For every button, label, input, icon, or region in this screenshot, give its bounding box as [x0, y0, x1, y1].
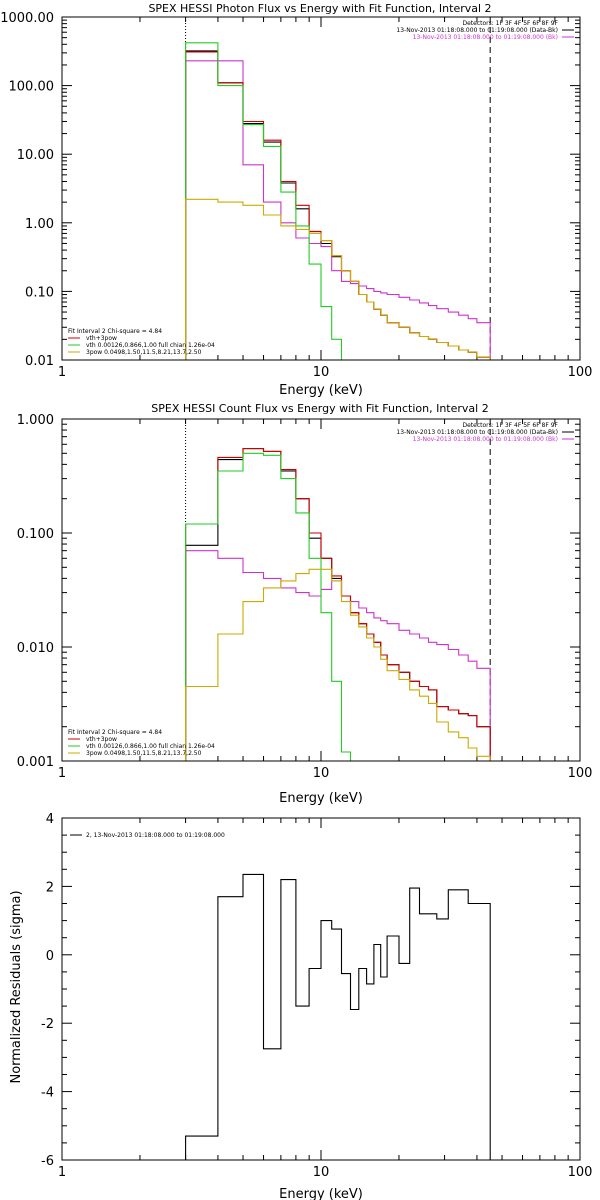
legend-bl-text: vth+3pow	[86, 335, 117, 342]
y-tick-label: -2	[41, 1017, 54, 1032]
y-tick-label: 0.10	[25, 285, 54, 300]
series-1-line	[185, 550, 491, 761]
x-tick-label: 100	[568, 1165, 593, 1180]
series-3-line	[185, 452, 352, 761]
legend-bl-text: vth+3pow	[86, 736, 117, 743]
series-1-line	[185, 60, 491, 360]
series-0-line	[185, 873, 491, 1160]
legend-bl-text: 3pow 0.0498,1.50,11.5,8.21,13.7,2.50	[86, 750, 202, 757]
residuals-xlabel: Energy (keV)	[279, 1187, 363, 1200]
series-4-line	[185, 568, 491, 761]
y-tick-label: 1.000	[17, 413, 54, 428]
series-2-line	[185, 51, 491, 360]
y-tick-label: 0.100	[17, 527, 54, 542]
legend-tr-text: 13-Nov-2013 01:18:08.000 to 01:19:08.000…	[396, 27, 558, 34]
legend-bl-text: vth 0.00126,0.866,1.00 full chian 1.26e-…	[86, 743, 215, 750]
y-tick-label: -4	[41, 1086, 54, 1101]
legend-bl-text: Fit Interval 2 Chi-square = 4.84	[68, 328, 162, 335]
count-flux-xlabel: Energy (keV)	[279, 791, 363, 806]
y-tick-label: 10.00	[17, 148, 54, 163]
y-tick-label: 4	[46, 812, 54, 827]
y-tick-label: 2	[46, 880, 54, 895]
y-tick-label: -6	[41, 1154, 54, 1169]
series-4-line	[185, 198, 491, 360]
y-tick-label: 0.001	[17, 755, 54, 770]
series-group	[185, 873, 491, 1160]
count-flux-title: SPEX HESSI Count Flux vs Energy with Fit…	[151, 402, 488, 415]
x-tick-label: 10	[313, 766, 330, 781]
legend-tr-text: 13-Nov-2013 01:18:08.000 to 01:19:08.000…	[413, 436, 558, 443]
y-tick-label: 0.010	[17, 641, 54, 656]
series-group	[185, 448, 491, 761]
residuals-ylabel: Normalized Residuals (sigma)	[9, 890, 24, 1083]
x-tick-label: 1	[58, 766, 66, 781]
x-tick-label: 100	[568, 766, 593, 781]
x-tick-label: 100	[568, 365, 593, 380]
residuals-panel: Energy (keV) Normalized Residuals (sigma…	[9, 812, 592, 1200]
legend-tr-text: 13-Nov-2013 01:18:08.000 to 01:19:08.000…	[396, 429, 558, 436]
count-flux-panel: SPEX HESSI Count Flux vs Energy with Fit…	[17, 402, 593, 806]
x-tick-label: 1	[58, 1165, 66, 1180]
x-tick-label: 1	[58, 365, 66, 380]
legend-tl-text: 2, 13-Nov-2013 01:18:08.000 to 01:19:08.…	[86, 832, 225, 839]
y-tick-label: 1000.00	[0, 11, 54, 26]
x-tick-label: 10	[313, 365, 330, 380]
y-tick-label: 1.00	[25, 217, 54, 232]
photon-flux-panel: SPEX HESSI Photon Flux vs Energy with Fi…	[0, 2, 593, 398]
plot-frame	[61, 418, 581, 762]
y-tick-label: 100.00	[9, 80, 55, 95]
series-0-line	[185, 448, 491, 761]
plot-frame	[61, 16, 581, 361]
series-0-line	[185, 50, 491, 360]
y-tick-label: 0.01	[25, 354, 54, 369]
y-tick-label: 0	[46, 949, 54, 964]
photon-flux-xlabel: Energy (keV)	[279, 383, 363, 398]
legend-tr-text: 13-Nov-2013 01:18:08.000 to 01:19:08.000…	[413, 34, 558, 41]
series-3-line	[185, 42, 343, 360]
legend-bl-text: vth 0.00126,0.866,1.00 full chian 1.26e-…	[86, 342, 215, 349]
legend-bl-text: 3pow 0.0498,1.50,11.5,8.21,13.7,2.50	[86, 349, 202, 356]
x-tick-label: 10	[313, 1165, 330, 1180]
photon-flux-title: SPEX HESSI Photon Flux vs Energy with Fi…	[148, 2, 491, 15]
legend-tr-text: Detectors: 1F 3F 4F 5F 6F 8F 9F	[462, 20, 558, 27]
legend-tr-text: Detectors: 1F 3F 4F 5F 6F 8F 9F	[462, 422, 558, 429]
legend-bl-text: Fit Interval 2 Chi-square = 4.84	[68, 729, 162, 736]
series-group	[185, 42, 491, 360]
plot-frame	[61, 817, 581, 1161]
series-2-line	[185, 448, 491, 761]
